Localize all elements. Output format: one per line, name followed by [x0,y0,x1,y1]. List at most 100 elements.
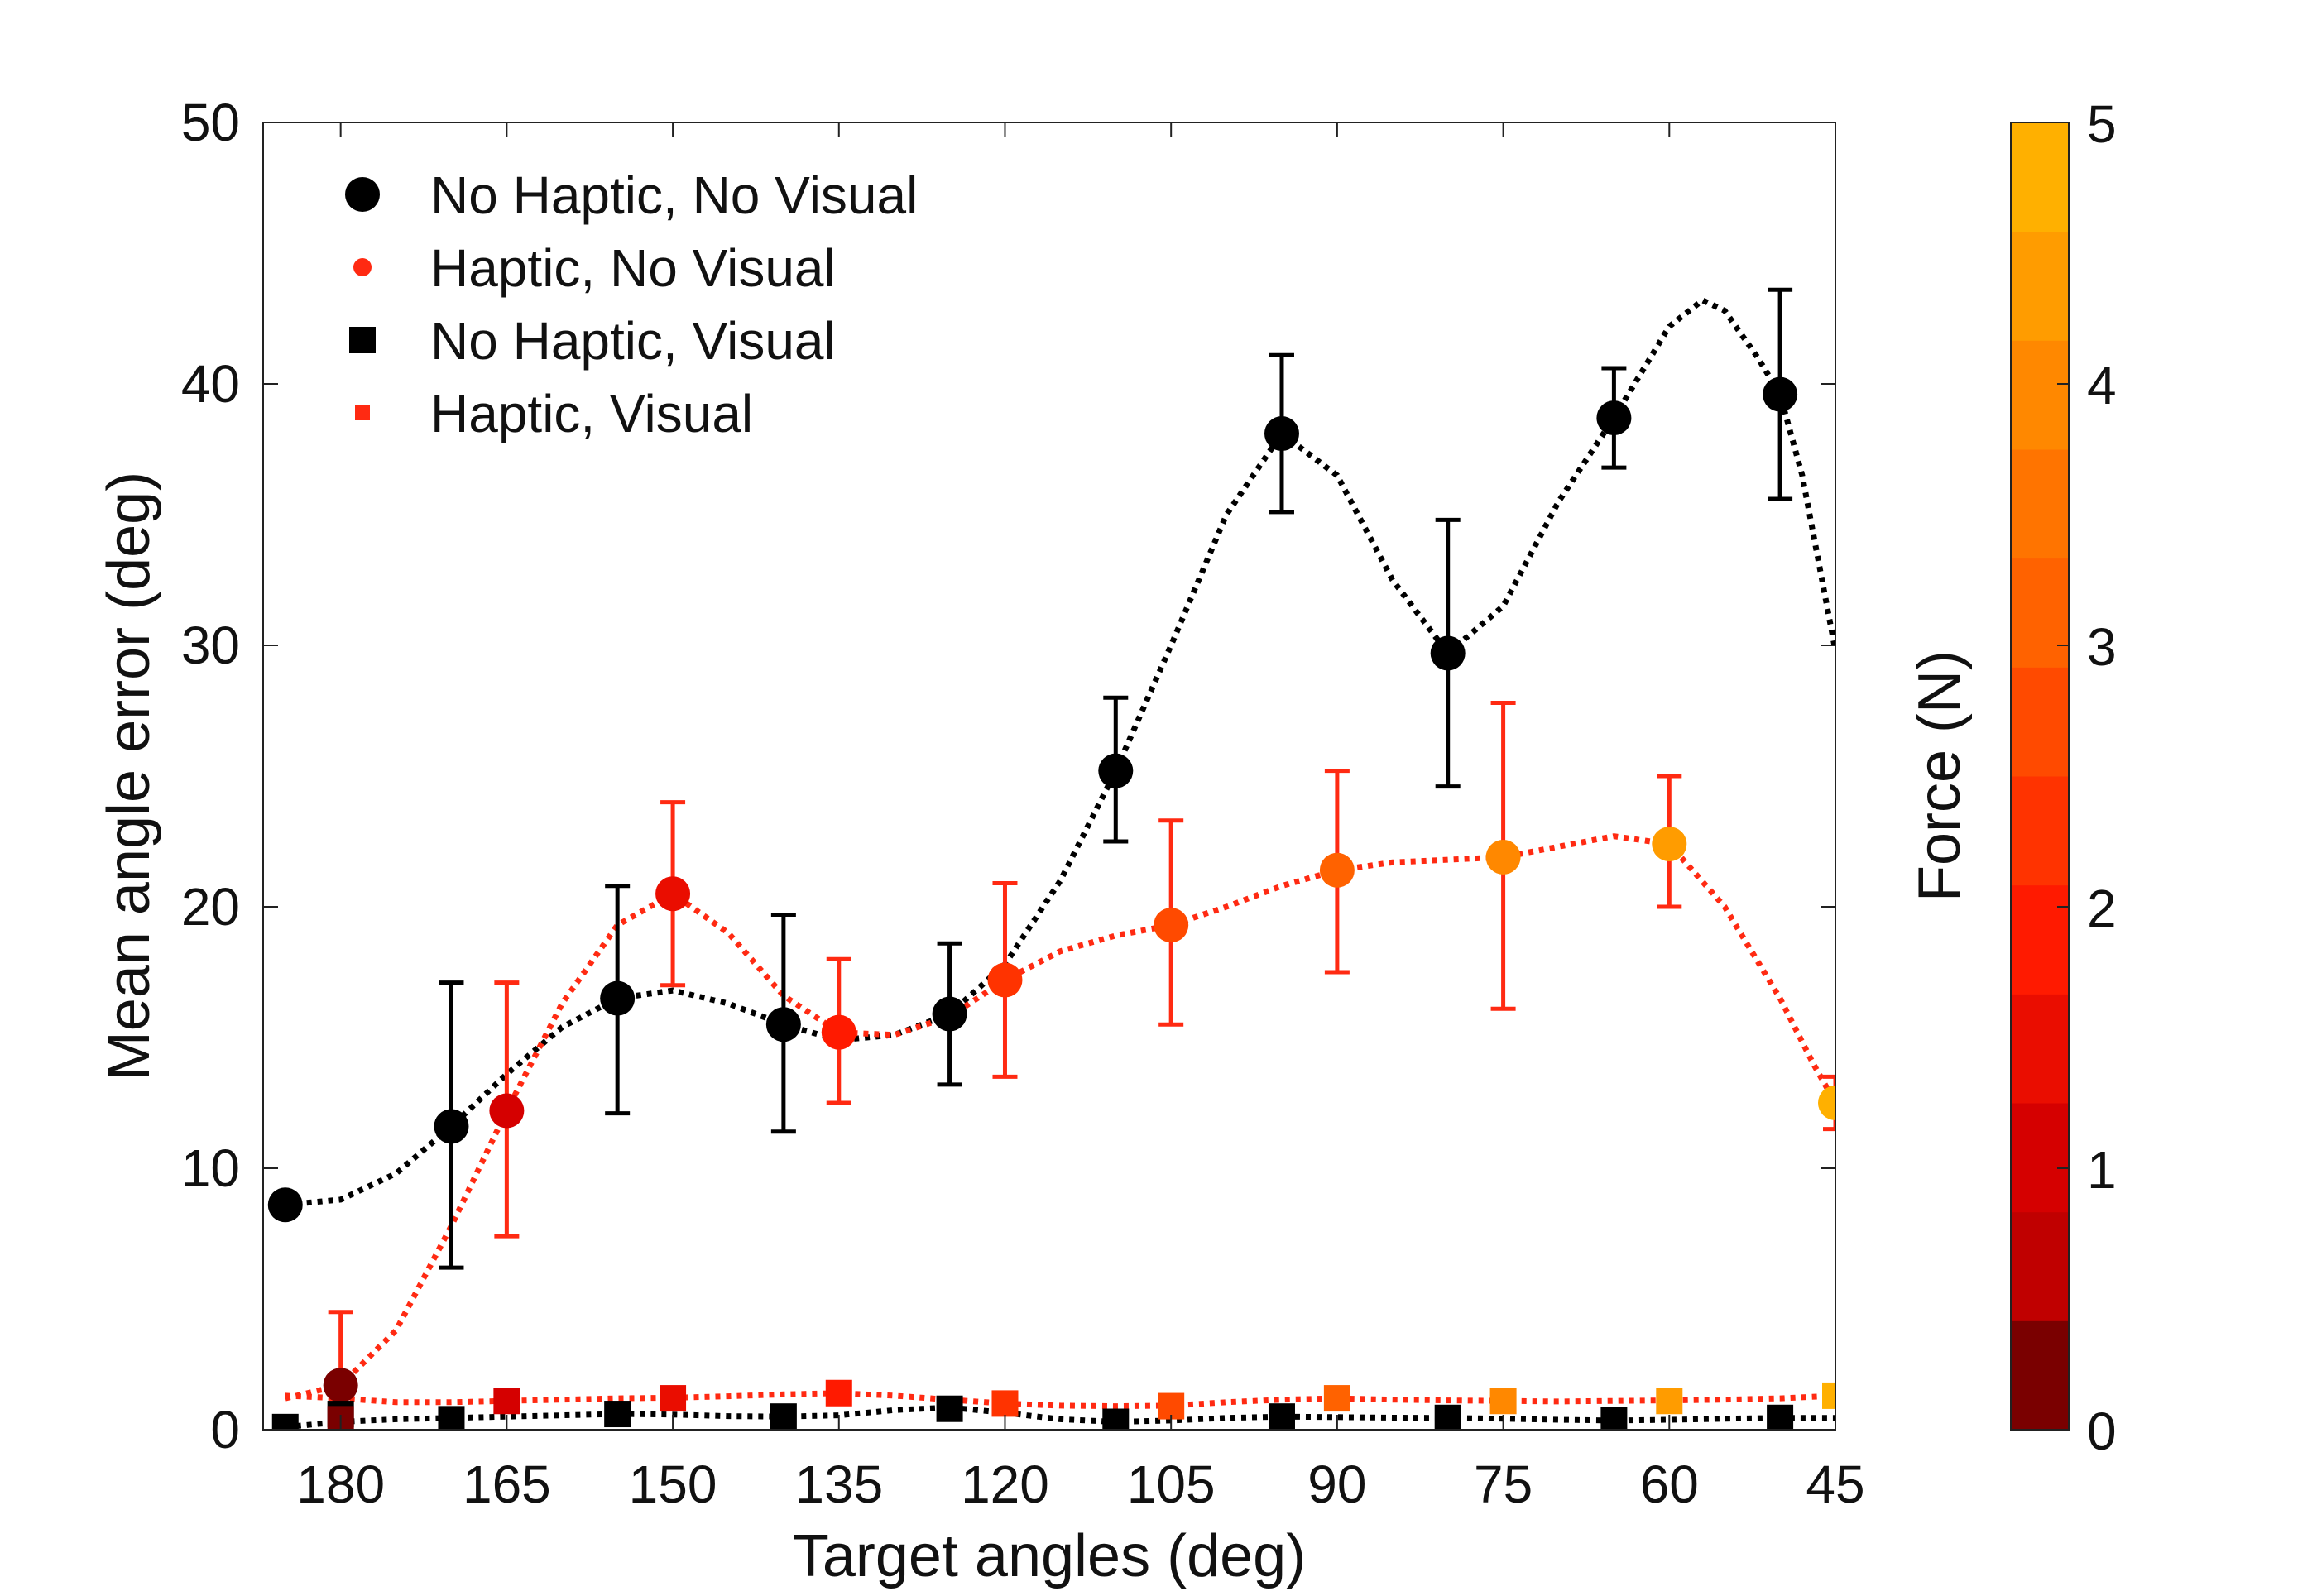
fit-curve-0 [285,296,1835,1208]
data-point [1818,1086,1835,1120]
colorbar-tick-label: 2 [2087,879,2117,938]
data-point [1763,376,1798,412]
fit-curve-2 [285,1404,1835,1430]
legend-label: No Haptic, Visual [430,311,836,371]
colorbar-tick-label: 1 [2087,1140,2117,1200]
x-tick-label: 135 [794,1455,883,1514]
data-point [323,1368,358,1403]
data-point [1596,400,1632,436]
y-tick-label: 30 [181,616,240,675]
data-markers [267,376,1835,1430]
data-point [1652,827,1687,862]
data-point [271,1413,299,1430]
data-point [1490,1388,1517,1415]
legend: No Haptic, No Visual Haptic, No Visual No … [345,165,918,443]
data-point [655,876,691,912]
colorbar-band [2011,884,2069,995]
plot-frame [262,122,1836,1431]
data-point [1268,1403,1295,1430]
x-tick-label: 75 [1474,1455,1533,1514]
colorbar-band [2011,1320,2069,1431]
colorbar-band [2011,1211,2069,1321]
colorbar-band [2011,449,2069,559]
colorbar-band [2011,667,2069,777]
legend-entry: Haptic, Visual [355,384,753,443]
data-point [987,962,1023,998]
legend-entry: No Haptic, No Visual [345,165,918,225]
data-point [770,1403,797,1430]
x-tick-label: 165 [463,1455,551,1514]
axes: 180 165 150 135 120 105 90 75 60 45 0 10 20 30 40 50 [181,93,1865,1514]
legend-marker [355,405,370,420]
data-point [660,1385,687,1412]
colorbar-tick-label: 4 [2087,356,2117,415]
data-point [821,1014,856,1050]
data-point [1485,839,1521,875]
legend-marker [353,258,372,276]
y-tick-label: 40 [181,354,240,414]
legend-entry: No Haptic, Visual [349,311,836,371]
data-point [1102,1408,1130,1430]
colorbar-band [2011,231,2069,341]
data-point [1319,852,1355,888]
x-tick-label: 90 [1307,1455,1366,1514]
data-point [1656,1388,1683,1415]
data-point [1767,1404,1794,1430]
data-point [825,1379,852,1407]
x-tick-label: 180 [296,1455,385,1514]
colorbar-label: Force (N) [1907,650,1973,902]
colorbar-band [2011,776,2069,886]
data-point [1430,635,1466,671]
data-point [267,1187,303,1223]
data-point [1323,1385,1350,1412]
legend-label: No Haptic, No Visual [430,165,918,225]
fit-curve-3 [285,1390,1835,1410]
y-tick-label: 10 [181,1138,240,1198]
colorbar-band [2011,994,2069,1104]
data-point [932,996,967,1032]
data-point [493,1388,520,1415]
data-point [600,980,636,1016]
data-point [765,1007,801,1042]
y-tick-label: 20 [181,877,240,937]
colorbar-frame [2010,122,2070,1431]
colorbar-band [2011,558,2069,668]
data-point [1822,1382,1835,1409]
x-tick-label: 45 [1806,1455,1864,1514]
legend-marker [345,177,380,212]
legend-entry: Haptic, No Visual [353,238,836,298]
fit-curves [284,296,1835,1430]
error-bar [1823,1074,1835,1132]
y-tick-label: 0 [210,1400,240,1459]
data-point [991,1390,1019,1417]
data-point [1434,1404,1461,1430]
data-point [936,1395,963,1422]
y-tick-label: 50 [181,93,240,152]
data-point [1600,1407,1628,1430]
data-point [1264,416,1299,452]
y-axis-label: Mean angle error (deg) [96,472,162,1081]
x-tick-label: 60 [1640,1455,1699,1514]
data-point [1098,753,1134,788]
colorbar-tick-label: 5 [2087,94,2117,154]
colorbar-tick-label: 0 [2087,1402,2117,1461]
data-point [438,1406,465,1430]
legend-marker [349,327,376,353]
data-point [1154,908,1189,943]
x-tick-label: 150 [629,1455,717,1514]
x-tick-label: 120 [961,1455,1049,1514]
colorbar-band [2011,1103,2069,1213]
x-axis-label: Target angles (deg) [793,1523,1306,1589]
legend-label: Haptic, Visual [430,384,753,443]
colorbar: 0 1 2 3 4 5 [2010,94,2117,1461]
legend-label: Haptic, No Visual [430,238,836,298]
data-point [489,1093,525,1129]
colorbar-band [2011,340,2069,450]
colorbar-band [2011,122,2069,232]
x-tick-label: 105 [1127,1455,1216,1514]
colorbar-tick-label: 3 [2087,617,2117,677]
data-point [434,1109,469,1144]
data-point [604,1401,631,1428]
